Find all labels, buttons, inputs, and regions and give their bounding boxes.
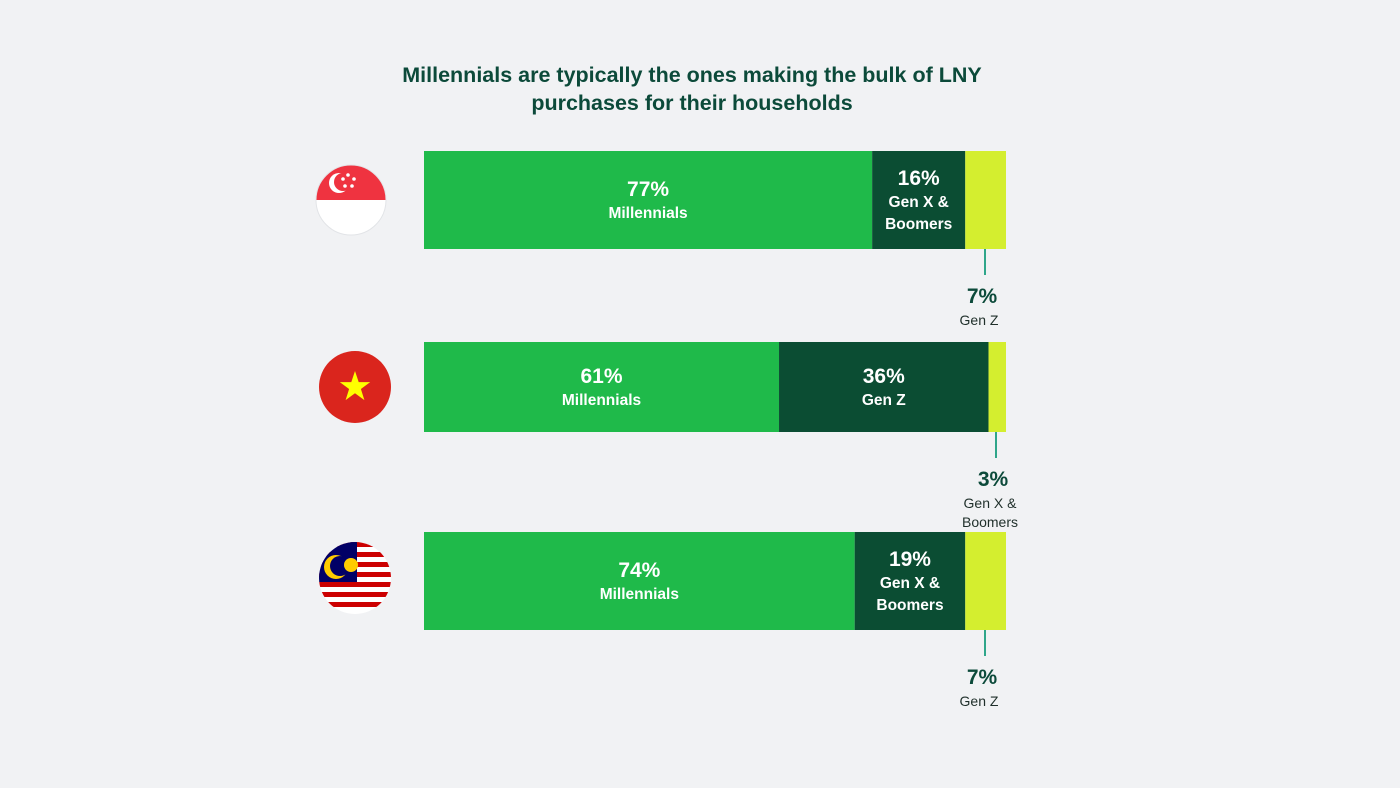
bar-segment-millennials	[424, 342, 780, 432]
callout-category-label: Gen X &	[964, 495, 1018, 511]
segment-category-label: Millennials	[600, 586, 679, 603]
bar-segment-gen-x-boomers	[872, 151, 966, 249]
segment-value-label: 74%	[618, 559, 660, 582]
bar-segment-gen-z	[779, 342, 989, 432]
segment-category-label: Gen X &	[889, 194, 949, 211]
callout-category-label: Boomers	[962, 514, 1018, 530]
bar-row-2: 61% Millennials 36% Gen Z 3% Gen X & Boomers	[424, 342, 1018, 530]
segment-category-label: Gen Z	[862, 392, 906, 409]
callout-category-label: Gen Z	[960, 312, 999, 328]
vietnam-flag-icon	[319, 351, 391, 423]
bar-segment-millennials	[424, 532, 855, 630]
segment-value-label: 16%	[898, 167, 940, 190]
segment-category-label: Boomers	[885, 216, 952, 233]
bar-segment-gen-z	[965, 151, 1006, 249]
bar-segment-millennials	[424, 151, 873, 249]
bar-segment-gen-x-boomers	[988, 342, 1006, 432]
segment-category-label: Millennials	[562, 392, 641, 409]
callout-value-label: 7%	[967, 666, 998, 689]
segment-category-label: Gen X &	[880, 575, 940, 592]
callout-value-label: 7%	[967, 285, 998, 308]
bar-row-1: 77% Millennials 16% Gen X & Boomers 7% Gen Z	[424, 151, 1006, 328]
bar-segment-gen-z	[965, 532, 1006, 630]
singapore-flag-icon	[315, 164, 387, 236]
callout-category-label: Gen Z	[960, 693, 999, 709]
chart-title-line-2: purchases for their households	[531, 91, 852, 115]
segment-value-label: 77%	[627, 178, 669, 201]
segment-value-label: 19%	[889, 548, 931, 571]
callout-value-label: 3%	[978, 468, 1009, 491]
segment-value-label: 61%	[580, 365, 622, 388]
bar-segment-gen-x-boomers	[854, 532, 966, 630]
bar-row-3: 74% Millennials 19% Gen X & Boomers 7% Gen Z	[424, 532, 1006, 709]
segment-category-label: Millennials	[608, 205, 687, 222]
segment-category-label: Boomers	[876, 597, 943, 614]
chart-title-line-1: Millennials are typically the ones makin…	[402, 63, 981, 87]
malaysia-flag-icon	[319, 542, 391, 614]
segment-value-label: 36%	[863, 365, 905, 388]
